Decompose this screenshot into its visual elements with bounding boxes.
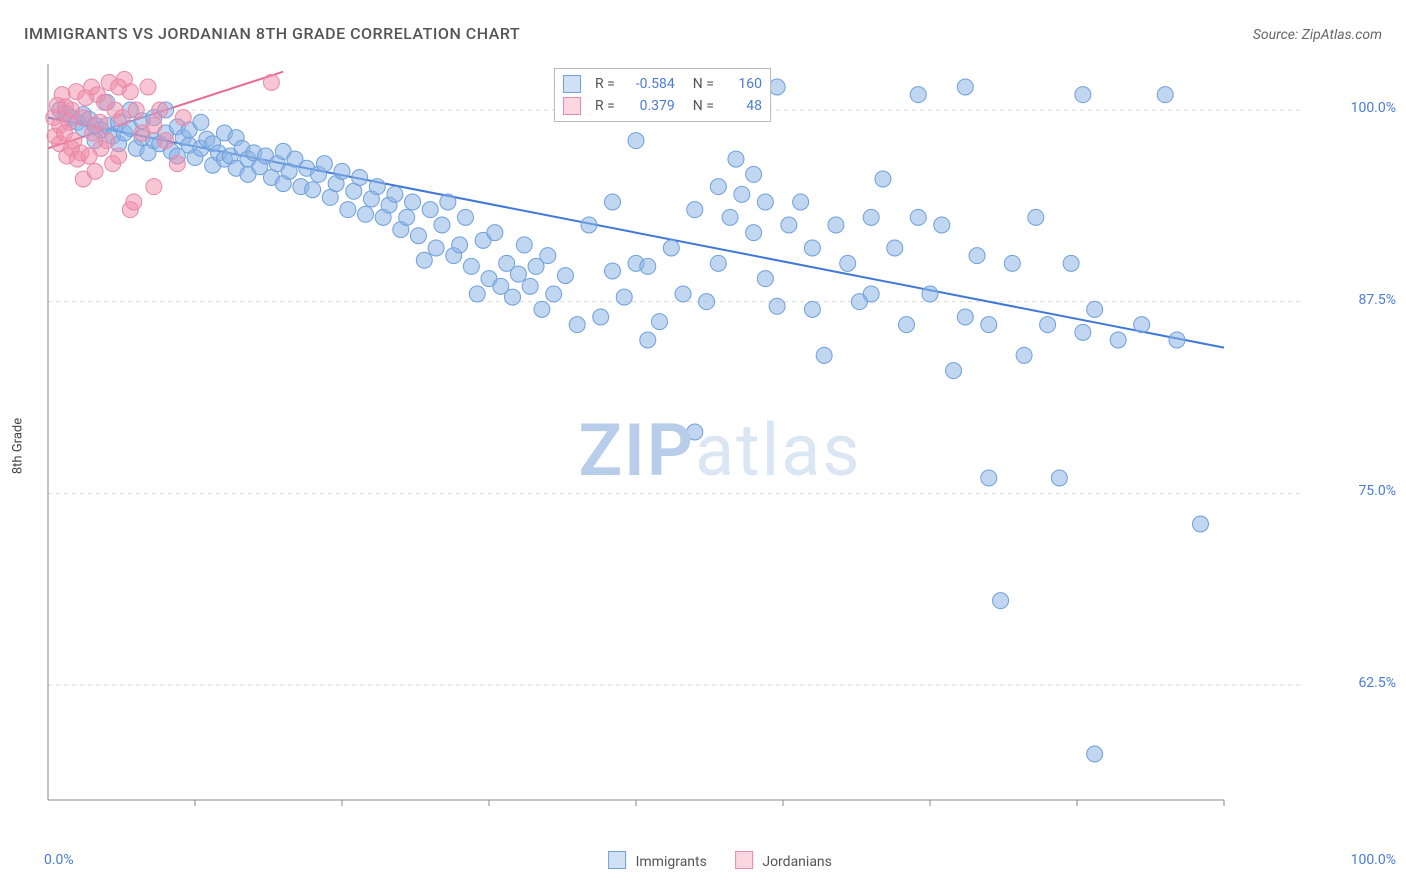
chart-plot-area: ZIPatlas R =-0.584N =160R =0.379N =48 62… [44, 60, 1396, 832]
legend-n-label: N = [693, 73, 714, 95]
chart-title: IMMIGRANTS VS JORDANIAN 8TH GRADE CORREL… [24, 24, 520, 43]
y-tick-label: 62.5% [1358, 675, 1396, 691]
legend-r-label: R = [595, 95, 615, 117]
legend-n-value: 160 [722, 73, 762, 95]
legend-label-jordanians: Jordanians [762, 854, 832, 870]
immigrants-swatch-icon [608, 851, 626, 869]
y-tick-label: 100.0% [1351, 100, 1396, 116]
legend-label-immigrants: Immigrants [636, 854, 707, 870]
legend-row: R = -0.584 N = 160 [563, 73, 762, 95]
jordanians-swatch-icon [735, 851, 753, 869]
x-axis-min-label: 0.0% [44, 852, 74, 868]
legend-n-label: N = [693, 95, 714, 117]
legend-r-value: -0.584 [623, 73, 675, 95]
x-axis-max-label: 100.0% [1351, 852, 1396, 868]
y-tick-label: 87.5% [1358, 292, 1396, 308]
y-axis-label: 8th Grade [11, 418, 26, 474]
x-axis-bar: 0.0% Immigrants Jordanians 100.0% [44, 842, 1396, 872]
legend-swatch-icon [563, 97, 581, 115]
source-attribution: Source: ZipAtlas.com [1253, 27, 1382, 43]
legend-r-value: 0.379 [623, 95, 675, 117]
legend-row: R = 0.379 N = 48 [563, 95, 762, 117]
y-tick-label: 75.0% [1358, 483, 1396, 499]
scatter-chart-svg [44, 60, 1304, 820]
legend-r-label: R = [595, 73, 615, 95]
series-legend: Immigrants Jordanians [608, 851, 832, 870]
legend-swatch-icon [563, 75, 581, 93]
legend-item-jordanians: Jordanians [735, 851, 832, 870]
legend-item-immigrants: Immigrants [608, 851, 707, 870]
legend-n-value: 48 [722, 95, 762, 117]
correlation-legend-box: R = -0.584 N = 160 R = 0.379 N = 48 [554, 68, 771, 122]
